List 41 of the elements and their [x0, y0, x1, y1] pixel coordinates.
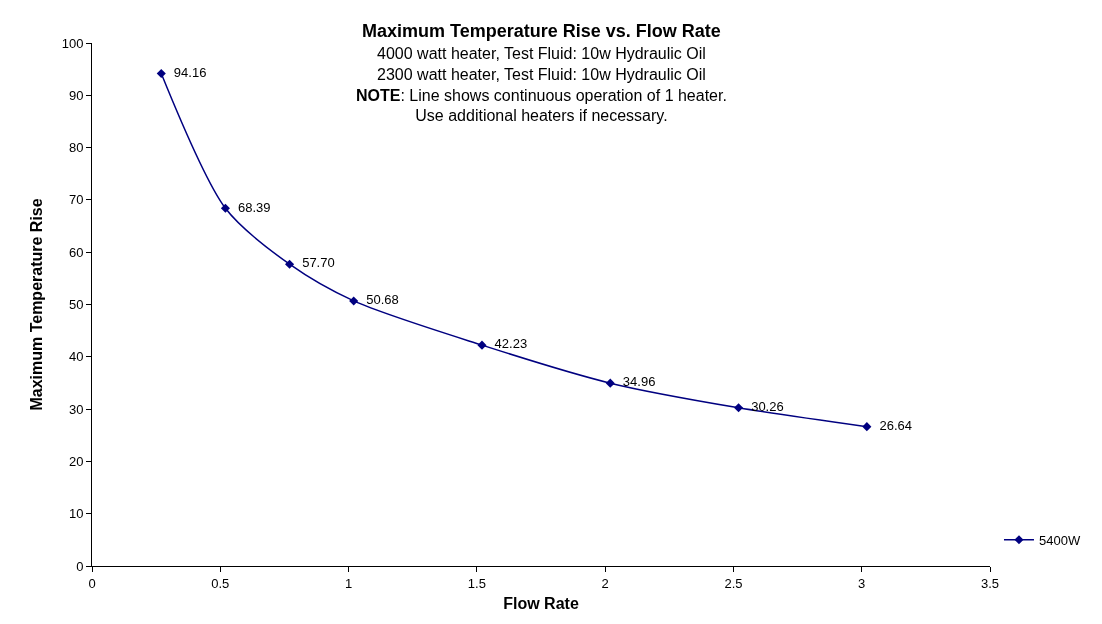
text: 50.68: [366, 292, 399, 308]
x-tick-label: 2: [601, 575, 609, 591]
y-axis-title: Maximum Temperature Rise: [27, 198, 45, 411]
x-tick-label: 3: [858, 575, 866, 591]
x-tick-label: 0.5: [211, 575, 230, 591]
y-tick-label: 80: [68, 140, 84, 156]
text: 57.70: [302, 255, 335, 271]
y-tick-label: 70: [68, 192, 84, 208]
y-tick-label: 0: [76, 558, 84, 574]
annotation: NOTE: Line shows continuous operation of 1 heater. Use additional heaters if necessary.: [356, 86, 727, 125]
point: [285, 259, 295, 269]
point: [220, 203, 230, 213]
y-tick-label: 40: [68, 349, 84, 365]
text: 30.26: [751, 398, 784, 414]
y-tick-label: 50: [68, 297, 84, 313]
point: [477, 340, 487, 350]
point: [605, 378, 615, 388]
x-tick-label: 1: [344, 575, 353, 591]
text: 68.39: [238, 199, 271, 215]
y-tick-label: 60: [68, 244, 84, 260]
text: 42.23: [494, 336, 528, 352]
point: [156, 68, 166, 79]
y-tick-label: 10: [68, 506, 84, 522]
y-tick-label: 20: [68, 453, 84, 469]
point: [862, 422, 872, 432]
x-tick-label: 1.5: [467, 575, 486, 591]
point: [734, 403, 744, 413]
x-tick-label: 2.5: [724, 575, 743, 591]
chart-title: Maximum Temperature Rise vs. Flow Rate: [362, 21, 721, 41]
y-tick-label: 90: [68, 87, 84, 103]
text: 26.64: [879, 417, 912, 433]
y-tick-label: 100: [61, 35, 84, 51]
text: 34.96: [622, 374, 656, 390]
y-tick-label: 30: [68, 401, 84, 417]
point: [349, 296, 359, 306]
text: 4000 watt heater, Test Fluid: 10w Hydraulic Oil 2300 watt heater, Test Fluid: 10w Hydraulic Oil: [377, 45, 706, 83]
x-tick-label: 0: [88, 575, 96, 591]
x-tick-label: 3.5: [980, 575, 1000, 591]
text: 94.16: [173, 64, 207, 80]
x-axis-title: Flow Rate: [503, 595, 579, 613]
legend-label: 5400W: [1038, 532, 1081, 548]
